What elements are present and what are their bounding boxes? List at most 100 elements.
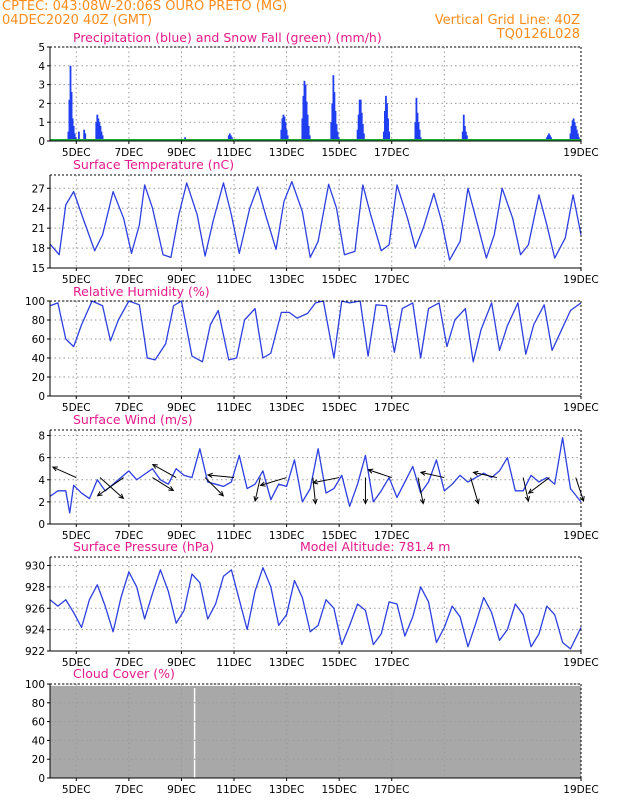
x-tick-label: 5DEC: [62, 274, 91, 286]
precip-bar: [330, 122, 333, 141]
wind-vector: [151, 463, 177, 478]
precip-bar: [358, 99, 361, 141]
precip-bar: [228, 133, 231, 141]
header-left-line2: 04DEC2020 40Z (GMT): [2, 13, 153, 28]
x-tick-label: 13DEC: [269, 402, 304, 414]
precip-bar: [84, 133, 87, 141]
precip-bar: [387, 118, 389, 141]
y-tick-label: 15: [32, 263, 45, 275]
wind-vector-head: [312, 498, 318, 505]
y-tick-label: 924: [25, 625, 45, 637]
humidity-line: [49, 300, 582, 363]
x-tick-label: 15DEC: [321, 402, 356, 414]
x-tick-label: 7DEC: [114, 402, 143, 414]
precip-bar: [386, 103, 388, 141]
x-tick-label: 7DEC: [114, 784, 143, 796]
wind-vector-head: [472, 470, 479, 476]
wind-vector-head: [118, 493, 125, 500]
panel-precip: Precipitation (blue) and Snow Fall (gree…: [38, 30, 598, 159]
wind-vector: [470, 477, 480, 505]
x-tick-label: 15DEC: [321, 274, 356, 286]
y-tick-label: 926: [25, 603, 45, 615]
x-tick-label: 17DEC: [374, 530, 409, 542]
wind-vector-shaft: [575, 477, 585, 502]
wind-vector: [204, 477, 225, 497]
y-tick-label: 60: [32, 334, 45, 346]
precip-bar: [336, 131, 339, 141]
humidity-title: Relative Humidity (%): [73, 284, 210, 299]
precip-bar: [359, 99, 362, 141]
wind-vector-head: [367, 468, 374, 474]
wind-vector-shaft: [528, 477, 550, 494]
precip-bar: [73, 133, 76, 141]
precip-bar: [307, 125, 310, 141]
wind-vector: [522, 477, 531, 503]
precip-bar: [361, 124, 364, 141]
x-tick-label: 11DEC: [216, 147, 251, 159]
panel-pressure: Surface Pressure (hPa) Model Altitude: 78…: [25, 539, 599, 669]
precip-bar: [382, 131, 385, 141]
x-tick-label: 5DEC: [62, 657, 91, 669]
wind-vector: [527, 477, 550, 494]
y-tick-label: 0: [38, 519, 45, 531]
x-tick-label: 5DEC: [62, 147, 91, 159]
precip-bar: [388, 131, 391, 141]
wind-vector-head: [362, 498, 369, 505]
y-tick-label: 18: [32, 243, 45, 255]
precip-bar: [305, 101, 308, 141]
wind-vector: [96, 477, 124, 497]
y-tick-label: 6: [38, 453, 45, 465]
x-tick-label: 19DEC: [563, 784, 598, 796]
precip-bar: [331, 103, 334, 141]
x-tick-label: 9DEC: [167, 530, 196, 542]
precip-bar: [548, 133, 550, 141]
x-tick-label: 11DEC: [216, 274, 251, 286]
wind-vector-shaft: [312, 477, 316, 504]
precip-bar: [574, 125, 577, 141]
y-tick-label: 40: [32, 353, 45, 365]
wind-vector-shaft: [420, 471, 445, 479]
y-tick-label: 40: [32, 735, 45, 747]
wind-vector-head: [218, 490, 225, 497]
x-tick-label: 7DEC: [114, 530, 143, 542]
precip-bar: [101, 135, 104, 141]
x-tick-label: 13DEC: [269, 274, 304, 286]
x-tick-label: 9DEC: [167, 147, 196, 159]
y-tick-label: 928: [25, 582, 45, 594]
y-tick-label: 2: [38, 497, 45, 509]
precip-bar: [466, 135, 468, 141]
wind-vector-head: [151, 463, 158, 469]
precip-bar: [282, 114, 285, 141]
wind-vector-head: [168, 486, 175, 492]
wind-vector-head: [96, 491, 103, 497]
precip-bar: [286, 135, 289, 141]
wind-vector-shaft: [260, 477, 287, 486]
precip-bar: [67, 131, 70, 141]
temperature-title: Surface Temperature (nC): [73, 157, 234, 172]
x-tick-label: 17DEC: [374, 657, 409, 669]
panel-cloud: Cloud Cover (%) 0 20 40 60 80 100 5DEC 7DEC 9DEC 1…: [25, 666, 599, 796]
x-tick-label: 17DEC: [374, 274, 409, 286]
precip-bar: [464, 131, 467, 141]
y-tick-label: 100: [25, 296, 45, 308]
precip-bar: [98, 122, 101, 141]
y-tick-label: 20: [32, 754, 45, 766]
precip-bar: [285, 129, 288, 141]
y-tick-label: 21: [32, 223, 45, 235]
wind-vector-head: [419, 470, 426, 476]
precip-bar: [100, 131, 103, 141]
wind-vector: [99, 477, 125, 500]
wind-vector-shaft: [417, 477, 424, 504]
precip-bar: [97, 118, 100, 141]
x-tick-label: 17DEC: [374, 784, 409, 796]
y-tick-label: 27: [32, 183, 45, 195]
precip-bar: [301, 118, 304, 141]
wind-vector-shaft: [473, 471, 497, 479]
x-tick-label: 19DEC: [563, 274, 598, 286]
precip-title: Precipitation (blue) and Snow Fall (gree…: [73, 30, 382, 45]
precip-bar: [78, 131, 80, 141]
wind-vector: [206, 472, 235, 479]
x-tick-label: 9DEC: [167, 657, 196, 669]
panel-temperature: Surface Temperature (nC) 15 18 21 24 27 5DEC 7D…: [32, 157, 599, 286]
